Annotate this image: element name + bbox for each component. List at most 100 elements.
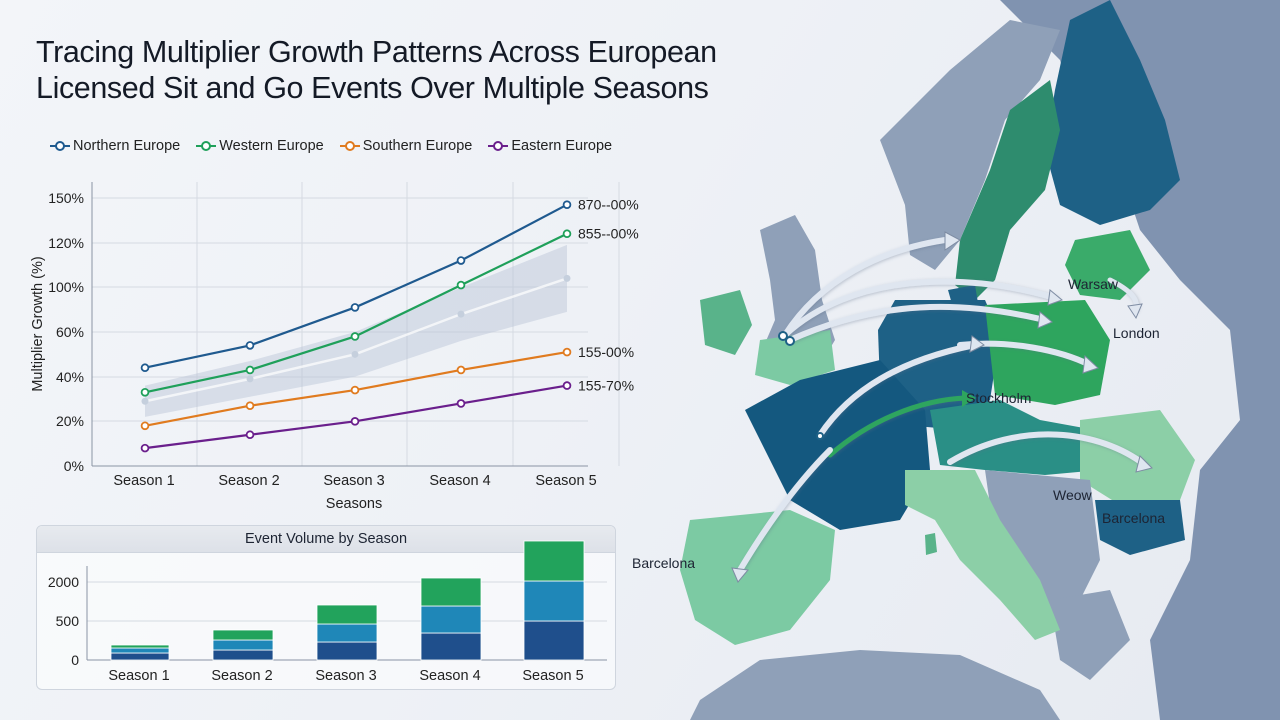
map-norway [880, 20, 1060, 270]
map-arrowhead [962, 390, 976, 407]
bar-x-tick-label: Season 4 [419, 668, 480, 684]
map-greece [1050, 590, 1130, 680]
legend-label-southern: Southern Europe [362, 138, 473, 154]
data-point-southern [140, 421, 150, 431]
map-sweden [955, 80, 1060, 300]
map-italy [905, 470, 1060, 640]
map-north-africa [690, 650, 1060, 720]
data-point-eastern [245, 430, 255, 440]
band-center-point [141, 397, 149, 405]
title-line-2: Licensed Sit and Go Events Over Multiple… [36, 71, 709, 105]
bar-segment [212, 629, 274, 641]
data-point-western [140, 388, 150, 397]
bar-segment [110, 652, 170, 661]
data-point-western [245, 365, 255, 375]
bar-chart-title: Event Volume by Season [37, 526, 615, 553]
y-axis-title: Multiplier Growth (%) [30, 256, 46, 391]
map-flow-arrow [737, 447, 833, 573]
bar-segment [212, 639, 274, 651]
chart-legend: Northern Europe Western Europe Southern … [50, 138, 628, 154]
bar-segment [316, 604, 378, 625]
y-tick-label: 0% [64, 458, 84, 474]
map-arrowhead [944, 231, 961, 251]
bar-segment [212, 649, 274, 661]
band-center-point [246, 375, 254, 383]
legend-item-eastern: Eastern Europe [488, 138, 612, 154]
map-land-east [1000, 0, 1280, 720]
map-arrowhead [731, 567, 749, 583]
bar-x-tick-label: Season 2 [211, 668, 272, 684]
data-point-northern [456, 256, 466, 265]
y-tick-label: 40% [56, 369, 84, 385]
legend-marker-eastern [488, 140, 509, 152]
map-arrowhead [969, 335, 985, 353]
bar-x-tick-label: Season 5 [522, 668, 583, 684]
data-point-southern [562, 347, 572, 357]
map-flow-arrow [782, 278, 1058, 338]
map-flow-arrow [947, 431, 1148, 468]
legend-label-western: Western Europe [219, 138, 324, 154]
map-label-barcelona-east: Barcelona [1102, 510, 1165, 526]
y-tick-label: 150% [48, 190, 84, 206]
map-origin-dot [778, 331, 788, 341]
bar-segment [316, 641, 378, 661]
legend-label-eastern: Eastern Europe [511, 138, 613, 154]
legend-marker-southern [339, 140, 360, 152]
end-label-eastern: 155-70% [578, 378, 634, 394]
map-origin-dot [816, 432, 824, 440]
map-england-south [755, 330, 835, 385]
x-tick-label: Season 3 [323, 473, 384, 489]
bar-segment [523, 580, 585, 622]
bar-segment [420, 632, 482, 661]
map-ireland [700, 290, 752, 355]
map-flow-arrow [817, 342, 978, 438]
map-arrowhead [1037, 311, 1053, 329]
map-arrowhead [1047, 289, 1063, 306]
data-point-western [562, 229, 572, 239]
bar-segment [110, 644, 170, 649]
line-chart: 0% 20% 40% 60% 100% 120% 150% Season 1 Season 2 S… [30, 182, 639, 512]
x-tick-label: Season 1 [113, 473, 174, 489]
legend-item-southern: Southern Europe [339, 138, 473, 154]
map-balkans [985, 470, 1100, 620]
map-label-warsaw: Warsaw [1068, 276, 1119, 292]
map-arrowhead [1127, 303, 1143, 320]
title-line-1: Tracing Multiplier Growth Patterns Acros… [36, 35, 717, 69]
data-point-northern [245, 341, 255, 350]
map-flow-arrow [787, 303, 1048, 343]
map-label-stockholm: Stockholm [966, 390, 1031, 406]
end-label-southern: 155-00% [578, 344, 634, 360]
data-point-southern [245, 401, 255, 411]
bar-segment [420, 577, 482, 607]
map-label-weow: Weow [1053, 487, 1093, 503]
bar-x-tick-label: Season 3 [315, 668, 376, 684]
bar-segment [523, 540, 585, 582]
map-iberia [680, 510, 835, 645]
bar-segment [523, 620, 585, 661]
data-point-western [350, 332, 360, 341]
map-origin-dot [785, 336, 795, 346]
map-arrowhead [1082, 354, 1099, 374]
page-title: Tracing Multiplier Growth Patterns Acros… [36, 34, 816, 106]
legend-label-northern: Northern Europe [73, 138, 181, 154]
bar-chart: 0 500 2000 Season 1 Season 2 Season 3 Season 4… [48, 540, 607, 684]
map-island [925, 533, 937, 555]
band-center-point [351, 350, 359, 358]
end-label-northern: 870--00% [578, 197, 639, 213]
map-label-barcelona-west: Barcelona [632, 555, 695, 571]
data-point-southern [456, 365, 466, 375]
bar-segment [110, 647, 170, 654]
end-label-western: 855--00% [578, 226, 639, 242]
data-point-northern [562, 200, 572, 210]
data-point-eastern [350, 417, 360, 426]
y-tick-label: 100% [48, 279, 84, 295]
data-point-southern [350, 385, 360, 395]
x-tick-label: Season 2 [218, 473, 279, 489]
y-tick-label: 120% [48, 235, 84, 251]
y-tick-label: 60% [56, 324, 84, 340]
map-label-london: London [1113, 325, 1160, 341]
map-finland [1045, 0, 1180, 225]
data-point-eastern [562, 381, 572, 390]
legend-item-northern: Northern Europe [50, 138, 180, 154]
